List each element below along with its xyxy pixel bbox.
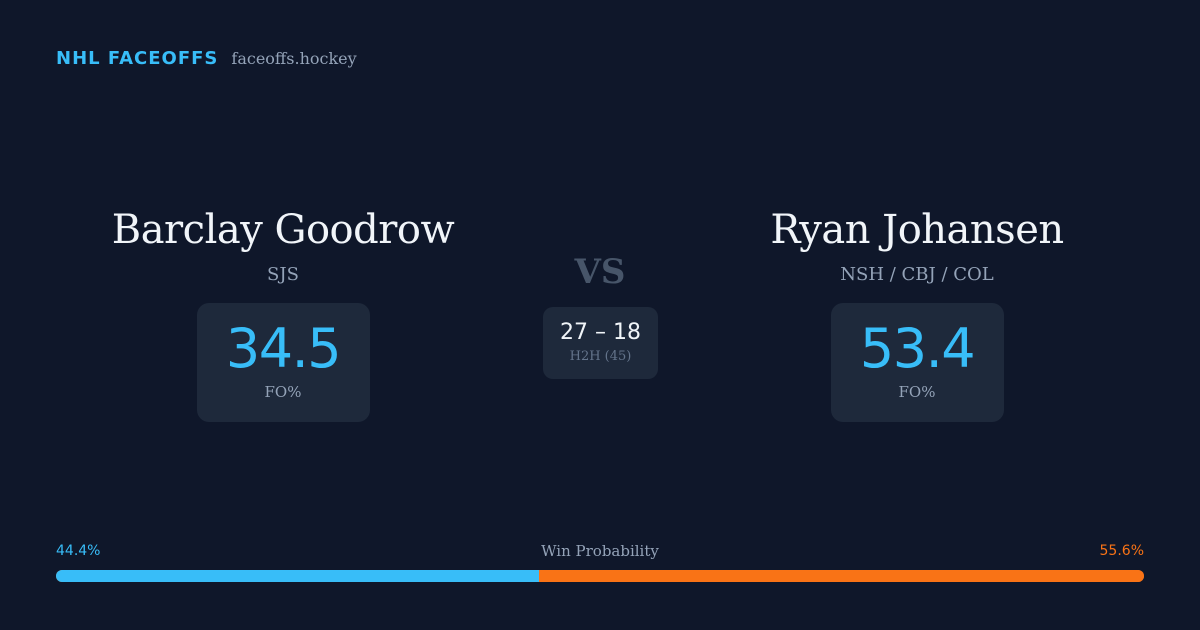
player-right-stat-card: 53.4 FO% — [830, 303, 1004, 422]
win-probability-title: Win Probability — [541, 542, 659, 560]
player-left-stat-label: FO% — [264, 383, 302, 401]
win-probability-left-segment — [56, 570, 540, 582]
player-right-stat-label: FO% — [898, 383, 936, 401]
head-to-head-label: H2H (45) — [569, 349, 632, 364]
win-probability-left-value: 44.4% — [56, 543, 101, 559]
brand-domain: faceoffs.hockey — [231, 49, 357, 68]
head-to-head-card: 27 – 18 H2H (45) — [543, 307, 658, 379]
brand: NHL FACEOFFS faceoffs.hockey — [56, 48, 357, 69]
head-to-head-score: 27 – 18 — [560, 320, 641, 345]
win-probability-right-segment — [539, 570, 1144, 582]
player-right-name: Ryan Johansen — [770, 207, 1064, 253]
player-right: Ryan Johansen NSH / CBJ / COL 53.4 FO% — [677, 204, 1157, 422]
player-right-team: NSH / CBJ / COL — [840, 264, 994, 285]
player-left: Barclay Goodrow SJS 34.5 FO% — [43, 204, 523, 422]
win-probability-bar — [56, 570, 1144, 582]
player-left-stat-card: 34.5 FO% — [196, 303, 370, 422]
player-right-fo-percentage: 53.4 — [859, 317, 976, 380]
win-probability-right-value: 55.6% — [1099, 543, 1144, 559]
player-left-fo-percentage: 34.5 — [225, 317, 342, 380]
brand-name: NHL FACEOFFS — [56, 48, 219, 69]
player-left-name: Barclay Goodrow — [111, 207, 455, 253]
versus-label: VS — [574, 252, 626, 292]
player-left-team: SJS — [267, 264, 299, 285]
